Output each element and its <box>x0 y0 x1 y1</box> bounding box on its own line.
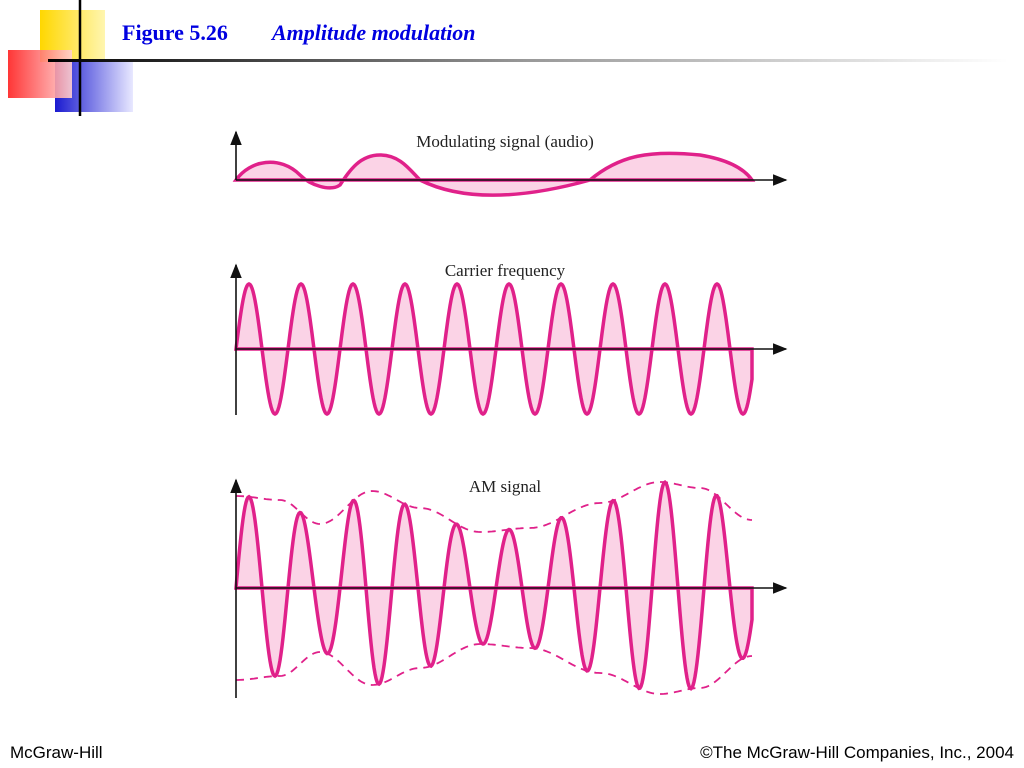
footer-right: ©The McGraw-Hill Companies, Inc., 2004 <box>700 743 1014 762</box>
envelope <box>236 481 753 533</box>
am-panel: AM signal <box>230 477 788 698</box>
modulating-panel: Modulating signal (audio) <box>230 130 788 197</box>
decoration <box>8 0 1008 116</box>
envelope <box>236 643 753 695</box>
figure-number: Figure 5.26 <box>122 20 228 45</box>
panel-label: Carrier frequency <box>445 261 566 280</box>
footer-left: McGraw-Hill <box>10 743 103 762</box>
slide-title: Amplitude modulation <box>270 20 476 45</box>
panel-label: AM signal <box>469 477 542 496</box>
am-wave <box>234 479 754 691</box>
carrier-panel: Carrier frequency <box>230 261 788 416</box>
panel-label: Modulating signal (audio) <box>416 132 594 151</box>
